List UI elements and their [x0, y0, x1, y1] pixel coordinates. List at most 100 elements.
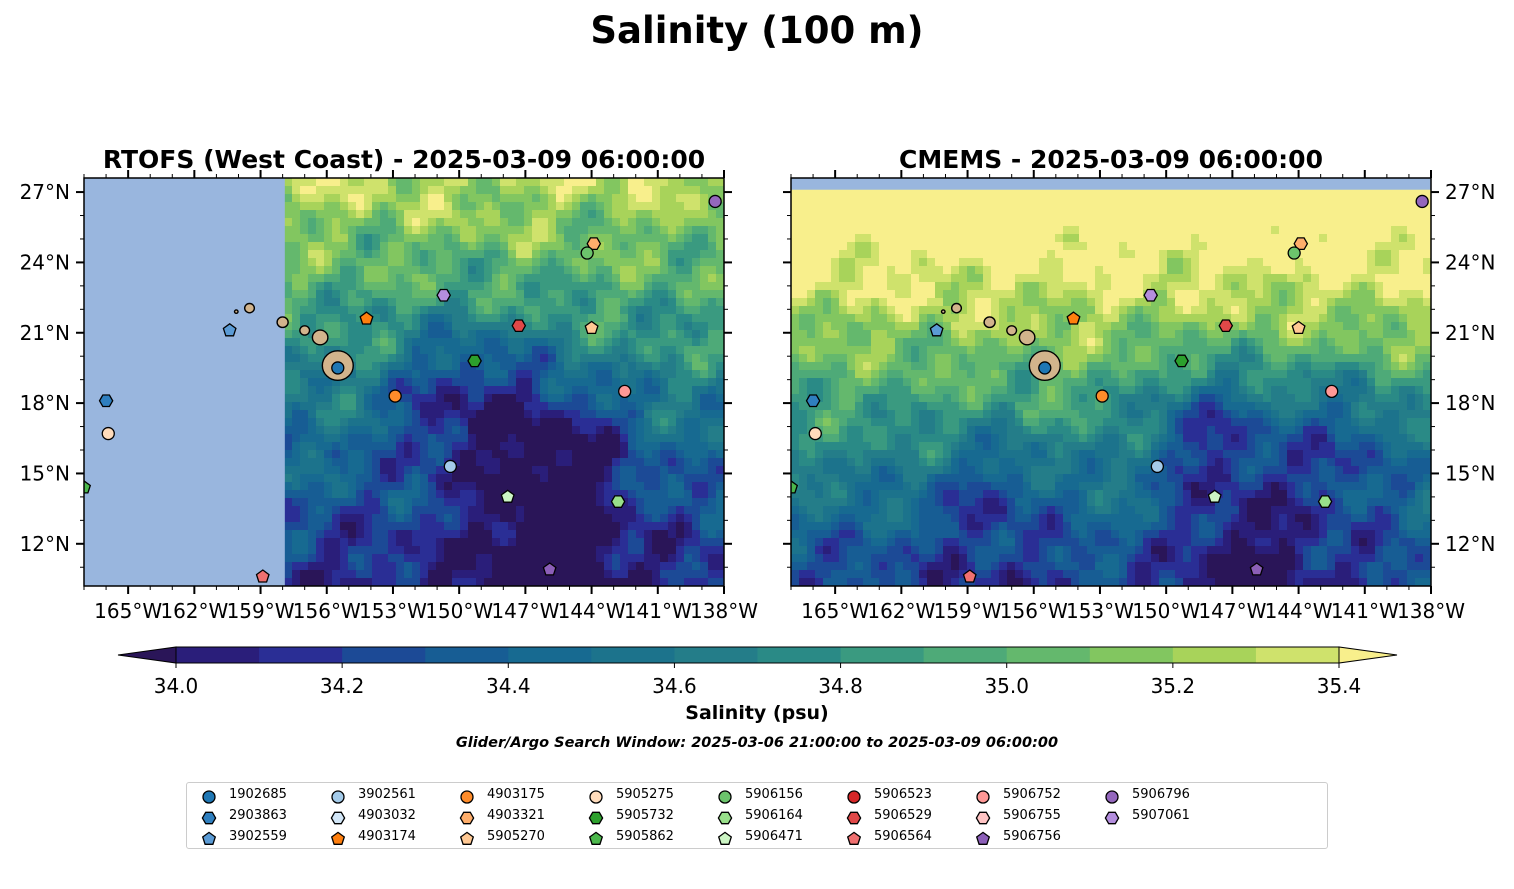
- legend-label: 4903175: [487, 787, 545, 802]
- x-tick-label: 159°W: [227, 599, 295, 623]
- y-tick-label: 18°N: [1445, 391, 1495, 415]
- legend-label: 5906523: [874, 787, 932, 802]
- legend-label: 5906471: [745, 829, 803, 844]
- colorbar-tick-label: 35.4: [1317, 674, 1362, 698]
- colorbar-tick-label: 34.4: [486, 674, 531, 698]
- float-3902561: [443, 459, 457, 474]
- y-tick-label: 15°N: [1445, 461, 1495, 485]
- colorbar-segment: [923, 647, 1008, 663]
- panel-title: CMEMS - 2025-03-09 06:00:00: [899, 145, 1323, 174]
- float-4903175: [388, 389, 402, 403]
- island: [233, 309, 239, 315]
- search-window-note: Glider/Argo Search Window: 2025-03-06 21…: [456, 735, 1058, 751]
- float-1902685: [1038, 361, 1052, 375]
- float-5907061: [436, 288, 452, 302]
- legend-label: 5906752: [1003, 787, 1061, 802]
- float-4903174: [1066, 311, 1081, 325]
- float-5906752: [618, 384, 632, 399]
- colorbar-segment: [1172, 647, 1257, 663]
- no-data-region: [791, 178, 1431, 190]
- x-tick-label: 144°W: [558, 599, 626, 623]
- colorbar-tick-label: 35.2: [1151, 674, 1196, 698]
- colorbar-label: Salinity (psu): [685, 702, 828, 724]
- colorbar-segment: [1255, 647, 1340, 663]
- y-tick-label: 18°N: [20, 391, 70, 415]
- legend-label: 3902561: [358, 787, 416, 802]
- float-5906756: [542, 562, 557, 576]
- no-data-region: [84, 178, 285, 586]
- legend-marker-4903032: [330, 811, 346, 825]
- island: [243, 302, 256, 314]
- float-3902561: [1150, 459, 1164, 474]
- x-tick-label: 162°W: [160, 599, 228, 623]
- float-4903174: [359, 311, 374, 325]
- colorbar-segment: [176, 647, 260, 663]
- legend-marker: [975, 811, 991, 825]
- float-4903321: [1293, 237, 1309, 251]
- float-4903321: [586, 237, 602, 251]
- y-tick-label: 24°N: [1445, 250, 1495, 274]
- legend-marker: [1104, 811, 1120, 825]
- y-tick-label: 24°N: [20, 250, 70, 274]
- legend-marker-5905270: [459, 831, 475, 845]
- x-tick-label: 165°W: [801, 599, 869, 623]
- legend-label: 5905862: [616, 829, 674, 844]
- float-5906529: [511, 319, 527, 333]
- float-5906471: [1207, 489, 1222, 503]
- float-5906529: [1218, 319, 1234, 333]
- island: [299, 325, 311, 336]
- colorbar-extend-min: [117, 646, 177, 664]
- legend-marker: [330, 831, 346, 845]
- legend-marker-5906164: [717, 811, 733, 825]
- island: [1006, 325, 1018, 336]
- x-tick-label: 147°W: [491, 599, 559, 623]
- legend-marker: [331, 790, 345, 804]
- figure-title: Salinity (100 m): [590, 9, 923, 52]
- legend-marker: [588, 831, 604, 845]
- legend-label: 4903032: [358, 808, 416, 823]
- legend-marker-4903175: [460, 790, 474, 804]
- colorbar-segment: [259, 647, 343, 663]
- legend-marker-5906796: [1105, 790, 1119, 804]
- legend-marker: [459, 831, 475, 845]
- float-2903863: [805, 394, 821, 408]
- float-legend: 1902685 2903863 3902559 3902561 4903032 49031…: [186, 782, 1328, 849]
- legend-marker: [201, 831, 217, 845]
- legend-marker-5906564: [846, 831, 862, 845]
- colorbar: 34.0 34.2 34.4 34.6 34.8 35.0 35.2 35.4: [117, 646, 1398, 698]
- legend-marker-5906756: [975, 831, 991, 845]
- plot-frame: [83, 177, 725, 587]
- x-tick-label: 150°W: [425, 599, 493, 623]
- legend-marker: [588, 811, 604, 825]
- float-5905732: [467, 354, 482, 368]
- colorbar-segment: [1006, 647, 1091, 663]
- float-5905862: [84, 480, 92, 494]
- legend-label: 1902685: [229, 787, 287, 802]
- float-5905275: [808, 426, 822, 441]
- float-5906756: [1249, 562, 1264, 576]
- x-tick-label: 147°W: [1198, 599, 1266, 623]
- float-5906164: [1317, 495, 1333, 508]
- legend-marker-4903174: [330, 831, 346, 845]
- colorbar-frame: [175, 646, 1340, 664]
- float-5906164: [610, 495, 626, 508]
- rtofs-panel: RTOFS (West Coast) - 2025-03-09 06:00:00…: [20, 145, 759, 623]
- colorbar-segment: [342, 647, 426, 663]
- island: [1018, 329, 1036, 346]
- legend-marker-3902561: [331, 790, 345, 804]
- legend-label: 4903174: [358, 829, 416, 844]
- colorbar-tick-label: 34.0: [154, 674, 199, 698]
- legend-marker: [846, 831, 862, 845]
- float-5906471: [500, 489, 515, 503]
- legend-marker-5906529: [846, 811, 862, 825]
- island: [940, 309, 946, 315]
- legend-label: 5906796: [1132, 787, 1190, 802]
- legend-marker: [1105, 790, 1119, 804]
- legend-marker: [718, 790, 732, 804]
- colorbar-segment: [508, 647, 592, 663]
- legend-marker-5905275: [589, 790, 603, 804]
- legend-label: 5905270: [487, 829, 545, 844]
- legend-marker-5905732: [588, 811, 604, 825]
- legend-marker: [975, 831, 991, 845]
